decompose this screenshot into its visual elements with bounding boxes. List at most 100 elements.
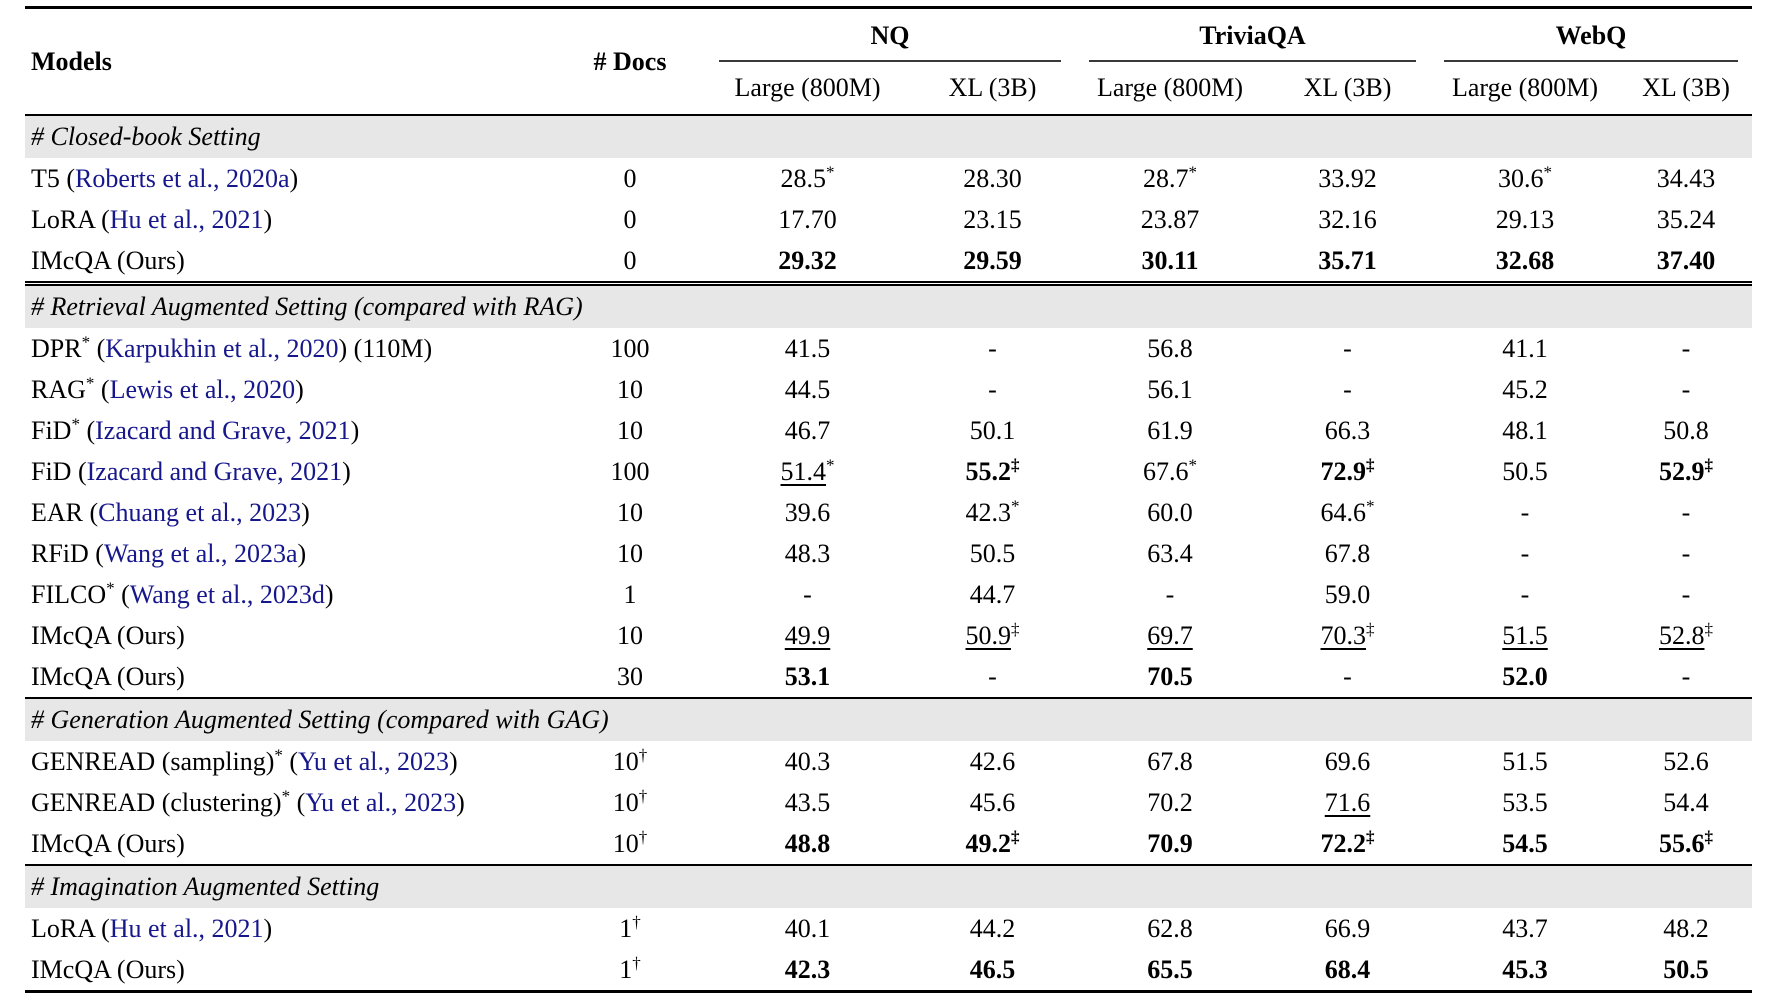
superscript-mark: * <box>1188 454 1198 474</box>
section-header-row: # Generation Augmented Setting (compared… <box>25 697 1753 741</box>
model-text: GENREAD (sampling) <box>31 746 275 776</box>
docs-value: 10 <box>617 415 643 445</box>
value-text: 42.3 <box>784 954 831 984</box>
value-text: 44.2 <box>969 913 1016 943</box>
model-cell: LoRA (Hu et al., 2021) <box>25 908 555 949</box>
value-text: 29.13 <box>1495 204 1555 234</box>
value-text: 17.70 <box>778 204 837 234</box>
citation-link[interactable]: Wang et al., 2023a <box>103 538 298 568</box>
model-cell: IMcQA (Ours) <box>25 949 555 992</box>
citation-link[interactable]: Karpukhin et al., 2020 <box>105 333 339 363</box>
col-header-docs: # Docs <box>555 7 705 116</box>
value-text: 43.5 <box>784 787 831 817</box>
model-text: ( <box>79 415 96 445</box>
value-cell: 49.2‡ <box>910 823 1075 865</box>
value-text: 45.3 <box>1502 954 1548 984</box>
value-text: 70.9 <box>1147 828 1193 858</box>
citation-link[interactable]: Hu et al., 2021 <box>109 913 264 943</box>
value-text: 66.3 <box>1324 415 1371 445</box>
docs-value: 1 <box>623 579 637 609</box>
citation-link[interactable]: Izacard and Grave, 2021 <box>95 415 351 445</box>
section-header-row: # Closed-book Setting <box>25 114 1753 158</box>
value-cell: 48.2 <box>1620 908 1752 949</box>
value-text: 51.4 <box>780 456 827 486</box>
value-text: 65.5 <box>1147 954 1193 984</box>
value-text: 48.8 <box>784 828 831 858</box>
value-cell: 39.6 <box>705 492 910 533</box>
value-text: 39.6 <box>784 497 831 527</box>
model-cell: IMcQA (Ours) <box>25 615 555 656</box>
value-cell: 50.8 <box>1620 410 1752 451</box>
value-text: 46.7 <box>784 415 831 445</box>
model-cell: EAR (Chuang et al., 2023) <box>25 492 555 533</box>
value-cell: - <box>705 574 910 615</box>
value-text: 50.9 <box>965 620 1012 650</box>
model-cell: IMcQA (Ours) <box>25 823 555 865</box>
value-text: 72.9 <box>1320 456 1367 486</box>
value-cell: 56.8 <box>1075 328 1265 369</box>
docs-value: 100 <box>610 333 650 363</box>
superscript-mark: ‡ <box>1704 454 1714 474</box>
docs-value: 30 <box>617 661 643 691</box>
value-text: 67.6 <box>1143 456 1189 486</box>
value-text: 51.5 <box>1502 620 1548 650</box>
value-text: - <box>988 661 997 691</box>
value-cell: 50.5 <box>1430 451 1620 492</box>
value-cell: 53.1 <box>705 656 910 698</box>
value-cell: 30.6* <box>1430 158 1620 199</box>
value-cell: 67.6* <box>1075 451 1265 492</box>
value-cell: 35.71 <box>1265 240 1430 286</box>
citation-link[interactable]: Yu et al., 2023 <box>305 787 457 817</box>
value-text: 67.8 <box>1147 746 1193 776</box>
value-cell: 17.70 <box>705 199 910 240</box>
value-text: 30.6 <box>1498 163 1544 193</box>
value-cell: - <box>1265 656 1430 698</box>
value-cell: 46.7 <box>705 410 910 451</box>
value-text: 63.4 <box>1147 538 1193 568</box>
model-text: IMcQA (Ours) <box>31 620 185 650</box>
value-cell: 42.6 <box>910 741 1075 782</box>
model-text: ) <box>448 746 458 776</box>
value-cell: 52.6 <box>1620 741 1752 782</box>
value-text: 68.4 <box>1324 954 1371 984</box>
section-header-row: # Imagination Augmented Setting <box>25 864 1753 908</box>
model-cell: FiD (Izacard and Grave, 2021) <box>25 451 555 492</box>
table-row: IMcQA (Ours) 10 49.9 50.9‡ 69.7 70.3‡ 51.5 52.8… <box>25 615 1752 656</box>
value-text: 23.87 <box>1140 204 1200 234</box>
value-cell: 28.5* <box>705 158 910 199</box>
value-cell: 50.1 <box>910 410 1075 451</box>
citation-link[interactable]: Roberts et al., 2020a <box>75 163 290 193</box>
citation-link[interactable]: Lewis et al., 2020 <box>109 374 296 404</box>
value-cell: 70.5 <box>1075 656 1265 698</box>
citation-link[interactable]: Yu et al., 2023 <box>298 746 449 776</box>
value-cell: - <box>1430 533 1620 574</box>
value-cell: 72.9‡ <box>1265 451 1430 492</box>
model-text: ) <box>301 497 310 527</box>
value-cell: 48.8 <box>705 823 910 865</box>
docs-value: 10 <box>617 374 643 404</box>
superscript-mark: * <box>1543 161 1553 181</box>
value-cell: 44.5 <box>705 369 910 410</box>
value-text: 35.71 <box>1318 245 1377 275</box>
value-cell: 54.4 <box>1620 782 1752 823</box>
value-text: 70.2 <box>1147 787 1193 817</box>
value-text: 53.1 <box>784 661 831 691</box>
value-cell: 41.5 <box>705 328 910 369</box>
citation-link[interactable]: Wang et al., 2023d <box>129 579 325 609</box>
value-cell: - <box>910 656 1075 698</box>
value-cell: 67.8 <box>1075 741 1265 782</box>
value-cell: 70.3‡ <box>1265 615 1430 656</box>
value-text: - <box>1681 538 1691 568</box>
superscript-mark: * <box>274 744 283 764</box>
superscript-mark: * <box>106 577 115 597</box>
citation-link[interactable]: Izacard and Grave, 2021 <box>86 456 343 486</box>
citation-link[interactable]: Hu et al., 2021 <box>109 204 264 234</box>
value-text: - <box>803 579 812 609</box>
col-header-models: Models <box>25 7 555 116</box>
value-cell: 52.0 <box>1430 656 1620 698</box>
table-row: T5 (Roberts et al., 2020a) 0 28.5* 28.30 28.… <box>25 158 1752 199</box>
value-text: - <box>1681 374 1691 404</box>
model-cell: IMcQA (Ours) <box>25 240 555 286</box>
citation-link[interactable]: Chuang et al., 2023 <box>98 497 302 527</box>
value-text: 64.6 <box>1320 497 1367 527</box>
